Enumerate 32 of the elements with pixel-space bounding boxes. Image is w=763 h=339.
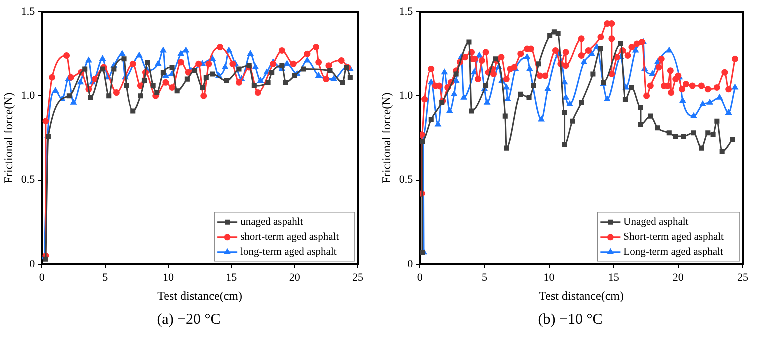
- y-tick-label: 0: [408, 258, 414, 270]
- legend-label: unaged aspahlt: [240, 217, 304, 228]
- y-tick-label: 0: [30, 258, 36, 270]
- legend-label: short-term aged asphalt: [240, 232, 340, 244]
- y-tick-label: 1.0: [399, 90, 414, 102]
- x-tick-label: 20: [672, 272, 684, 284]
- legend-label: Short-term aged asphalt: [624, 232, 724, 244]
- x-tick-label: 20: [289, 272, 301, 284]
- y-tick-label: 1.0: [21, 90, 36, 102]
- x-tick-label: 25: [352, 272, 364, 284]
- x-tick-label: 0: [417, 272, 424, 284]
- text: (b) −10 °C: [537, 312, 604, 329]
- y-axis-title: Frictional force(N): [1, 92, 16, 184]
- x-axis-title: Test distance(cm): [158, 288, 242, 303]
- legend-label: Long-term aged asphalt: [624, 247, 724, 258]
- x-tick-label: 0: [39, 272, 46, 284]
- x-tick-label: 15: [608, 272, 620, 284]
- y-axis-title: Frictional force(N): [379, 92, 394, 184]
- x-tick-label: 5: [482, 272, 488, 284]
- x-axis-title: Test distance(cm): [539, 288, 624, 303]
- legend-label: Unaged asphalt: [624, 217, 689, 228]
- x-tick-label: 10: [162, 272, 174, 284]
- x-tick-label: 25: [738, 272, 749, 284]
- legend-label: long-term aged asphalt: [240, 247, 337, 258]
- text: (a) −20 °C: [156, 312, 222, 329]
- x-tick-label: 5: [102, 272, 109, 284]
- y-tick-label: 0.5: [21, 174, 36, 186]
- y-tick-label: 0.5: [399, 174, 414, 186]
- x-tick-label: 15: [226, 272, 238, 284]
- x-tick-label: 10: [544, 272, 556, 284]
- y-tick-label: 1.5: [21, 6, 36, 18]
- y-tick-label: 1.5: [399, 6, 414, 18]
